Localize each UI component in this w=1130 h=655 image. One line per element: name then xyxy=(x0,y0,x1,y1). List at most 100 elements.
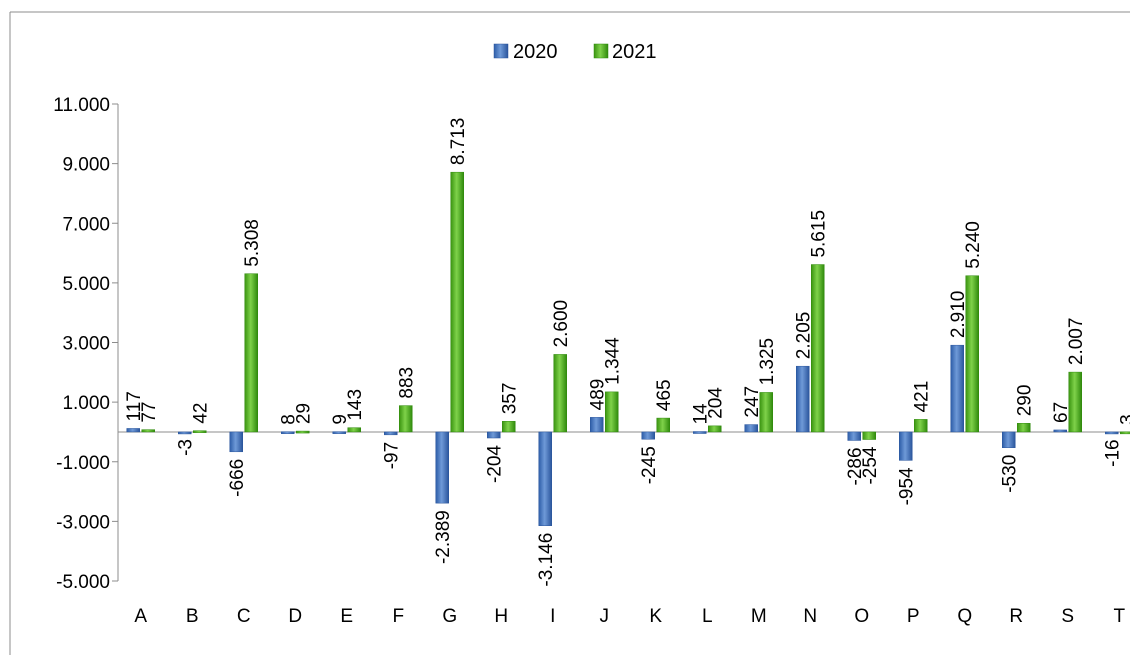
x-category-label: M xyxy=(751,606,767,627)
y-axis: -5.000 -3.000 -1.000 1.000 3.000 5.000 7.000 9.… xyxy=(53,95,119,593)
bar-2021-B xyxy=(193,430,207,433)
bar-2020-J xyxy=(590,417,604,433)
bar-2020-F xyxy=(384,431,398,436)
bar-2020-O xyxy=(847,431,861,441)
bar-2021-R xyxy=(1017,423,1031,433)
bar-2021-M xyxy=(759,392,773,433)
bar-2021-T xyxy=(1120,431,1130,435)
bar-2021-C xyxy=(244,273,258,433)
x-category-label: G xyxy=(442,606,457,627)
data-label-2021-K: 465 xyxy=(654,379,675,411)
bar-2020-A xyxy=(126,428,140,433)
data-label-2021-N: 5.615 xyxy=(809,210,830,258)
bar-2021-E xyxy=(347,427,361,433)
bar-2020-B xyxy=(178,431,192,435)
bar-2021-H xyxy=(502,421,516,433)
bar-2020-T xyxy=(1105,431,1119,435)
data-label-2020-J: 489 xyxy=(588,379,609,411)
data-label-2020-D: 8 xyxy=(279,414,300,425)
data-label-2021-C: 5.308 xyxy=(242,219,263,267)
x-category-label: L xyxy=(702,606,713,627)
data-label-2020-K: -245 xyxy=(639,446,660,484)
data-label-2021-E: 143 xyxy=(345,389,366,421)
x-category-label: T xyxy=(1113,606,1125,627)
bar-2020-E xyxy=(332,431,346,434)
bar-2021-A xyxy=(141,429,155,433)
data-label-2020-T: -16 xyxy=(1103,439,1124,466)
data-label-2021-P: 421 xyxy=(912,381,933,413)
legend-swatch-2020 xyxy=(493,43,509,59)
data-label-2020-M: 247 xyxy=(742,386,763,418)
bar-2020-Q xyxy=(950,344,964,433)
bar-2021-J xyxy=(605,391,619,433)
bar-2020-D xyxy=(281,431,295,434)
x-category-label: I xyxy=(550,606,555,627)
y-tick-label: 3.000 xyxy=(62,334,110,355)
bar-2021-S xyxy=(1068,371,1082,433)
legend: 2020 2021 xyxy=(493,41,657,63)
y-tick-label: -3.000 xyxy=(56,512,110,533)
data-label-2020-L: 14 xyxy=(691,403,712,425)
bar-2020-P xyxy=(899,431,913,461)
x-category-label: O xyxy=(854,606,869,627)
bar-2021-L xyxy=(708,425,722,433)
data-label-2021-D: 29 xyxy=(294,403,315,424)
data-label-2021-T: 3 xyxy=(1118,414,1130,425)
x-category-label: N xyxy=(803,606,817,627)
bar-2021-K xyxy=(656,417,670,433)
x-category-label: A xyxy=(134,606,147,627)
y-tick-label: 11.000 xyxy=(53,95,110,116)
data-label-2021-R: 290 xyxy=(1015,385,1036,417)
bar-2020-H xyxy=(487,431,501,439)
x-category-label: B xyxy=(186,606,199,627)
data-label-2020-B: -3 xyxy=(176,439,197,456)
bar-2021-P xyxy=(914,419,928,433)
data-label-2020-R: -530 xyxy=(1000,455,1021,493)
x-category-label: J xyxy=(600,606,610,627)
data-label-2020-H: -204 xyxy=(485,445,506,483)
bar-2020-I xyxy=(538,431,552,526)
data-label-2021-S: 2.007 xyxy=(1066,318,1087,366)
bar-2020-R xyxy=(1002,431,1016,448)
x-category-label: R xyxy=(1009,606,1023,627)
bars xyxy=(126,171,1130,526)
bar-2020-N xyxy=(796,365,810,433)
bar-2021-N xyxy=(811,264,825,433)
bar-2020-C xyxy=(229,431,243,453)
legend-swatch-2021 xyxy=(593,43,609,59)
x-category-label: C xyxy=(237,606,251,627)
y-tick-label: 1.000 xyxy=(62,393,110,414)
data-label-2021-J: 1.344 xyxy=(603,337,624,385)
data-label-2020-O: -286 xyxy=(845,447,866,485)
data-label-2020-A: 117 xyxy=(124,391,145,421)
bar-2021-O xyxy=(862,431,876,440)
data-label-2020-G: -2.389 xyxy=(433,510,454,564)
x-category-label: D xyxy=(288,606,302,627)
data-label-2021-I: 2.600 xyxy=(551,300,572,348)
x-axis: A B C D E F G H I J K L M N O P Q R S T xyxy=(118,431,1130,627)
data-label-2020-S: 67 xyxy=(1051,402,1072,423)
x-category-label: K xyxy=(649,606,662,627)
bar-2021-F xyxy=(399,405,413,433)
data-label-2020-F: -97 xyxy=(382,442,403,469)
bar-2021-I xyxy=(553,354,567,433)
x-category-label: P xyxy=(907,606,920,627)
data-label-2020-N: 2.205 xyxy=(794,312,815,360)
bar-2020-L xyxy=(693,431,707,434)
bar-2021-D xyxy=(296,430,310,434)
y-tick-label: 7.000 xyxy=(62,214,110,235)
x-category-label: E xyxy=(340,606,353,627)
data-label-2020-I: -3.146 xyxy=(536,533,557,587)
data-label-2020-E: 9 xyxy=(330,414,351,425)
y-tick-label: 5.000 xyxy=(62,274,110,295)
x-category-label: Q xyxy=(957,606,972,627)
y-tick-label: -1.000 xyxy=(56,453,110,474)
bar-2020-M xyxy=(744,424,758,433)
bar-2020-G xyxy=(435,431,449,504)
data-label-2021-H: 357 xyxy=(500,383,521,415)
y-tick-label: -5.000 xyxy=(56,572,110,593)
data-label-2021-O: -254 xyxy=(860,446,881,484)
